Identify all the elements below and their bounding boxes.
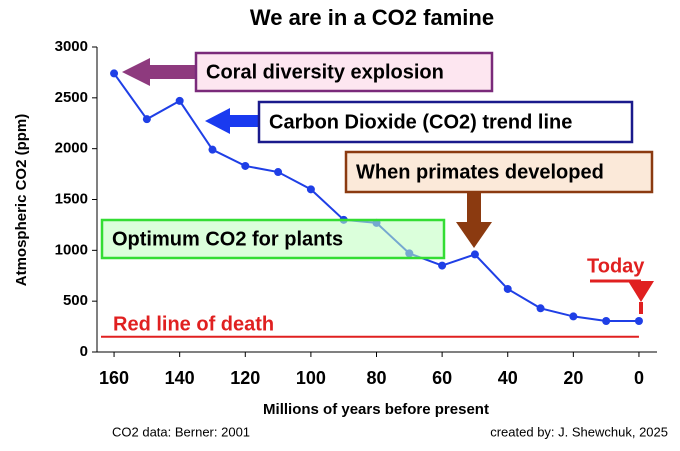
- annotation-text: When primates developed: [356, 161, 604, 183]
- data-point: [241, 161, 250, 170]
- data-point: [569, 312, 578, 321]
- y-tick-label: 0: [80, 343, 88, 360]
- y-tick-label: 2000: [55, 140, 88, 157]
- x-tick-label: 100: [296, 368, 326, 388]
- y-tick-label: 2500: [55, 89, 88, 106]
- data-point: [142, 115, 151, 124]
- x-tick-label: 140: [165, 368, 195, 388]
- x-axis-label: Millions of years before present: [263, 401, 489, 418]
- data-point: [503, 284, 512, 293]
- credit-note: created by: J. Shewchuk, 2025: [490, 424, 668, 439]
- data-point: [110, 69, 119, 78]
- data-point: [536, 304, 545, 313]
- data-point: [470, 250, 479, 259]
- x-tick-label: 20: [563, 368, 583, 388]
- arrow: [205, 108, 259, 134]
- annotation-box: [344, 150, 654, 194]
- annotation-text: Carbon Dioxide (CO2) trend line: [269, 111, 572, 133]
- data-point: [175, 96, 184, 105]
- data-point: [208, 145, 217, 154]
- x-tick-label: 120: [230, 368, 260, 388]
- data-point: [634, 316, 643, 325]
- arrow: [122, 58, 196, 86]
- data-point: [274, 168, 283, 177]
- annotation-box: [194, 51, 494, 93]
- data-point: [306, 185, 315, 194]
- y-tick-label: 3000: [55, 38, 88, 55]
- annotation-text: Coral diversity explosion: [206, 61, 444, 83]
- annotation-text: Optimum CO2 for plants: [112, 228, 343, 250]
- data-point: [602, 316, 611, 325]
- data-point: [438, 261, 447, 270]
- red-line-label: Red line of death: [113, 313, 274, 335]
- x-tick-label: 40: [498, 368, 518, 388]
- x-tick-label: 160: [99, 368, 129, 388]
- x-tick-label: 80: [366, 368, 386, 388]
- x-tick-label: 60: [432, 368, 452, 388]
- annotation-box: [257, 100, 634, 144]
- y-tick-label: 1000: [55, 241, 88, 258]
- x-tick-label: 0: [634, 368, 644, 388]
- annotation-box: [100, 218, 446, 260]
- chart-title: We are in a CO2 famine: [250, 5, 494, 30]
- arrow: [456, 192, 492, 248]
- annotation-text: Today: [587, 255, 645, 277]
- y-tick-label: 500: [63, 292, 88, 309]
- y-tick-label: 1500: [55, 190, 88, 207]
- arrow: [628, 281, 654, 302]
- source-note: CO2 data: Berner: 2001: [112, 424, 250, 439]
- y-axis-label: Atmospheric CO2 (ppm): [13, 114, 30, 287]
